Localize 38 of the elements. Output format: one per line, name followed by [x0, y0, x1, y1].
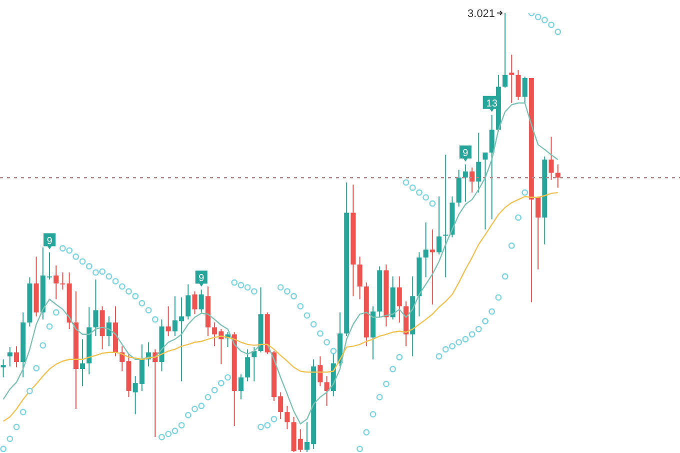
candlestick — [284, 405, 290, 430]
candlestick — [443, 154, 448, 278]
candlestick — [60, 272, 66, 290]
candlestick — [324, 376, 330, 406]
candlestick — [502, 13, 508, 88]
candlestick — [186, 284, 191, 320]
candlestick — [555, 164, 560, 188]
annotation: 9 — [462, 148, 469, 159]
candlestick — [482, 152, 488, 230]
annotation: 9 — [46, 236, 53, 247]
candlestick — [436, 196, 442, 255]
candlestick — [396, 276, 402, 323]
candlestick — [198, 289, 204, 313]
candlestick — [318, 356, 323, 387]
candlestick — [522, 76, 528, 104]
candlestick — [489, 114, 494, 220]
candlestick — [166, 306, 171, 337]
candlestick — [14, 346, 19, 368]
candlestick — [0, 358, 6, 378]
candlestick — [470, 167, 475, 194]
candlestick — [430, 228, 435, 305]
candlestick — [238, 374, 244, 400]
candlestick — [423, 222, 428, 278]
candlestick — [509, 54, 514, 104]
candlestick — [548, 136, 554, 180]
candlestick — [80, 338, 86, 387]
annotation: 13 — [486, 98, 498, 110]
candlestick — [516, 70, 521, 100]
annotation: 3.021 — [468, 8, 496, 20]
candlestick — [476, 132, 482, 194]
candlestick — [93, 278, 98, 337]
candlestick — [462, 164, 468, 202]
candlestick — [54, 264, 59, 300]
candlestick — [7, 346, 12, 367]
candlestick — [245, 348, 250, 382]
candlestick — [192, 290, 198, 315]
candlestick — [357, 256, 362, 300]
annotation: 9 — [198, 273, 205, 284]
